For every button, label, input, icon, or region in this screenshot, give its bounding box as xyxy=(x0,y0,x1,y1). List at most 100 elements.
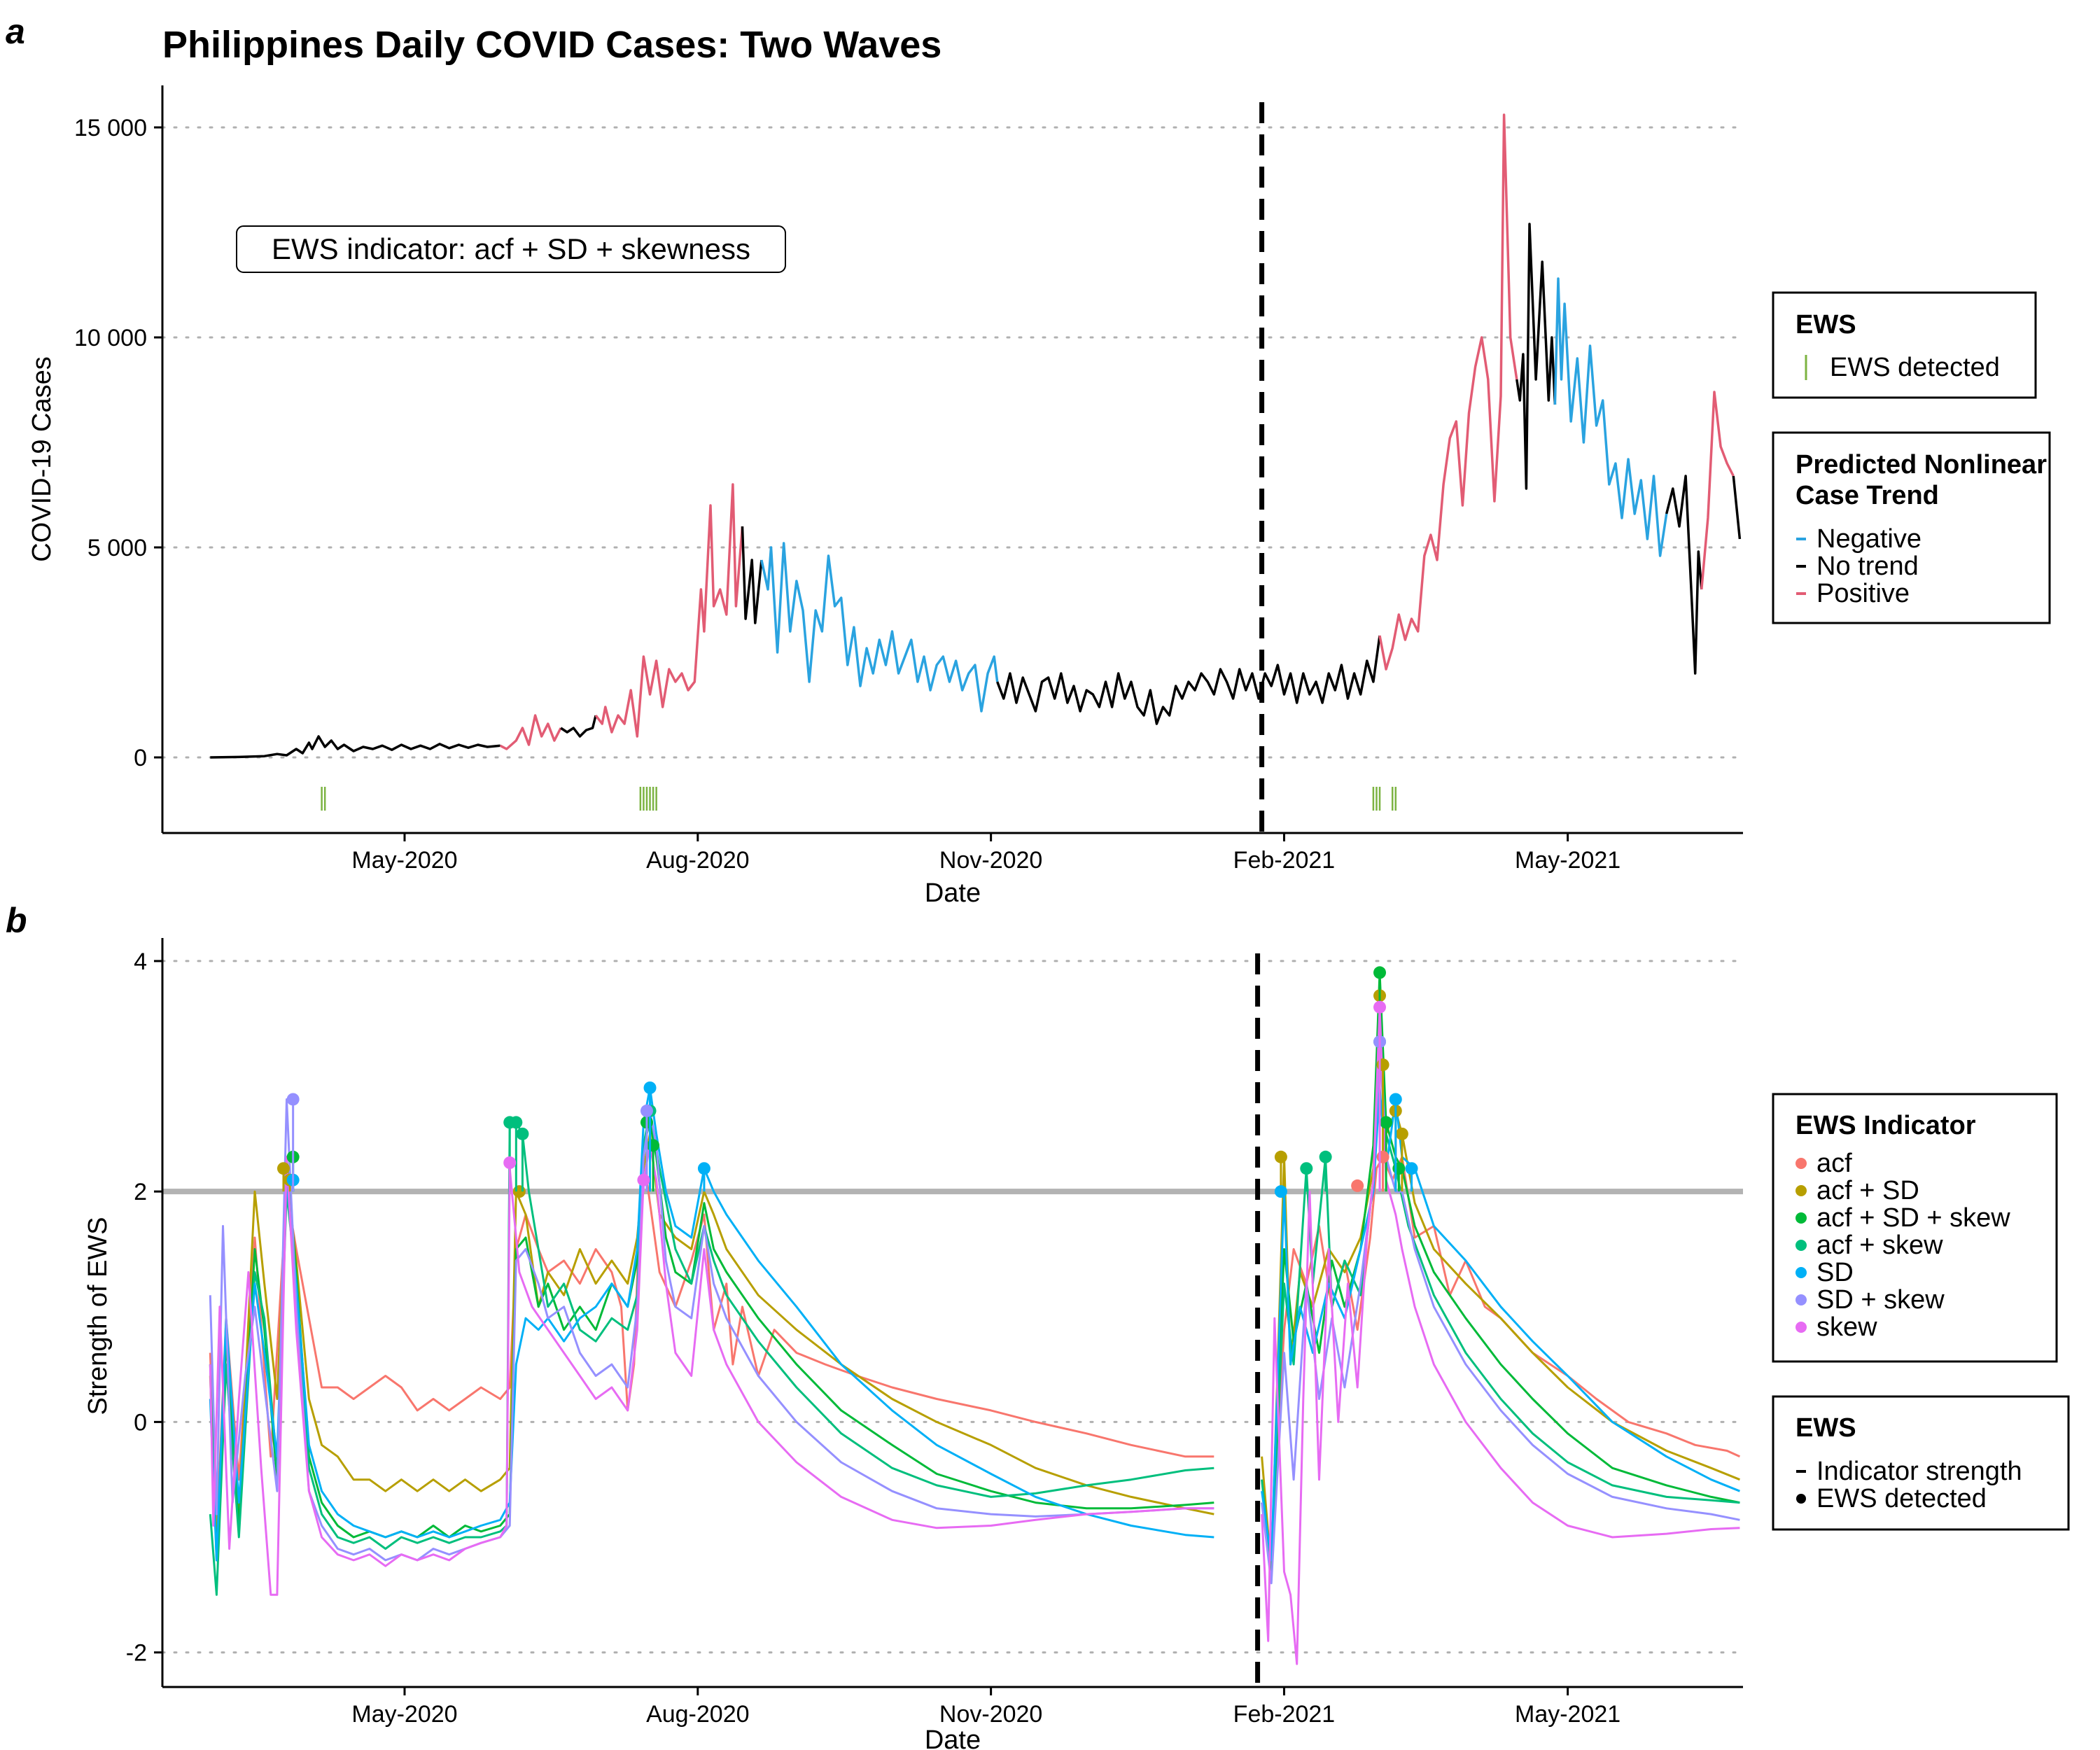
ews-detected-point xyxy=(1376,1058,1390,1072)
legend-indicator-key xyxy=(1795,1267,1807,1278)
panel-a-gridlines xyxy=(161,126,1744,759)
ews-detected-point xyxy=(1376,1150,1390,1163)
ews-detected-point xyxy=(1274,1150,1287,1163)
case-line-no-trend xyxy=(1732,475,1742,540)
legend-indicator-label: acf xyxy=(1816,1149,1852,1178)
ews-detected-point xyxy=(1373,1000,1387,1014)
series-line-acf-skew xyxy=(209,1110,1214,1596)
x-tick-label: Feb-2021 xyxy=(1233,1701,1336,1728)
panel-b-ews-points xyxy=(276,966,1418,1198)
panel-b-axes xyxy=(161,938,1743,1688)
panel-a-x-axis-title: Date xyxy=(925,878,981,908)
series-line-sd xyxy=(1261,1086,1740,1562)
y-tick-label: 0 xyxy=(134,1409,147,1436)
case-line-positive xyxy=(1378,113,1518,671)
panel-b-series-lines xyxy=(209,971,1741,1665)
case-line-no-trend xyxy=(210,735,500,759)
series-line-skew xyxy=(1261,1006,1740,1665)
legend-indicator-title: EWS Indicator xyxy=(1795,1111,1976,1140)
ews-detected-point xyxy=(647,1139,660,1152)
case-line-no-trend xyxy=(1516,223,1557,490)
case-line-positive xyxy=(594,483,744,738)
x-tick-label: Nov-2020 xyxy=(939,847,1042,874)
ews-detected-point xyxy=(1351,1179,1364,1192)
y-tick-label: 0 xyxy=(134,745,147,771)
legend-indicator-key xyxy=(1795,1158,1807,1169)
legend-trend-title-2: Case Trend xyxy=(1795,481,1939,510)
legend-ews-a: EWS EWS detected xyxy=(1772,291,2037,399)
legend-ews-b-title: EWS xyxy=(1795,1413,1856,1443)
ews-detected-point xyxy=(1373,966,1387,979)
panel-b-x-axis-title: Date xyxy=(925,1726,981,1750)
y-tick-label: 10 000 xyxy=(74,325,147,351)
case-line-negative xyxy=(1553,277,1668,557)
ews-detected-point xyxy=(516,1127,529,1140)
panel-a-case-lines xyxy=(210,113,1742,759)
series-line-acf xyxy=(1261,1156,1741,1562)
legend-trend-title-1: Predicted Nonlinear xyxy=(1795,450,2047,479)
y-tick-label: 5 000 xyxy=(88,535,147,561)
ews-detected-point xyxy=(286,1093,300,1106)
legend-positive-label: Positive xyxy=(1816,579,1910,608)
panel-a-axes xyxy=(161,85,1743,834)
x-tick-label: Nov-2020 xyxy=(939,1701,1042,1728)
legend-indicator-label: SD xyxy=(1816,1258,1854,1287)
case-line-no-trend xyxy=(741,526,763,624)
panel-b-y-axis-title: Strength of EWS xyxy=(83,1217,113,1415)
ews-detected-point xyxy=(1274,1185,1287,1198)
legend-strength-label: Indicator strength xyxy=(1816,1457,2022,1486)
x-tick-label: May-2020 xyxy=(351,1701,457,1728)
legend-indicator-label: acf + SD xyxy=(1816,1176,1919,1205)
x-tick-label: Aug-2020 xyxy=(646,847,749,874)
ews-detected-point xyxy=(1405,1162,1418,1175)
ews-detected-point xyxy=(276,1162,290,1175)
legend-indicator-key xyxy=(1795,1212,1807,1224)
series-line-acf xyxy=(209,1179,1214,1539)
ews-detected-point xyxy=(640,1104,653,1117)
panel-b-gridlines xyxy=(161,960,1744,1654)
legend-detected-label: EWS detected xyxy=(1816,1484,1987,1513)
legend-indicator-label: SD + skew xyxy=(1816,1285,1945,1315)
indicator-annotation: EWS indicator: acf + SD + skewness xyxy=(236,225,786,273)
x-tick-label: May-2021 xyxy=(1515,1701,1620,1728)
indicator-annotation-text: EWS indicator: acf + SD + skewness xyxy=(272,232,750,265)
legend-ews-a-item: EWS detected xyxy=(1830,353,2000,382)
case-line-positive xyxy=(1700,391,1735,590)
ews-detected-point xyxy=(637,1173,650,1186)
case-line-no-trend xyxy=(560,715,597,738)
panel-b-letter: b xyxy=(6,901,27,940)
case-line-no-trend xyxy=(996,635,1381,725)
ews-detected-point xyxy=(1392,1162,1406,1175)
ews-detected-point xyxy=(503,1156,517,1169)
y-tick-label: 4 xyxy=(134,948,147,975)
legend-indicator-label: acf + skew xyxy=(1816,1231,1943,1260)
panel-b-x-ticks: May-2020 Aug-2020 Nov-2020 Feb-2021 May-2021 xyxy=(351,1687,1620,1728)
series-line-acf-sd-skew xyxy=(1261,971,1740,1562)
ews-detected-point xyxy=(1389,1093,1402,1106)
ews-detected-point xyxy=(643,1082,657,1094)
y-tick-label: 2 xyxy=(134,1179,147,1205)
panel-a-x-ticks: May-2020 Aug-2020 Nov-2020 Feb-2021 May-2021 xyxy=(351,833,1620,874)
case-line-no-trend xyxy=(1665,475,1703,675)
legend-indicator-label: acf + SD + skew xyxy=(1816,1203,2010,1233)
legend-trend: Predicted Nonlinear Case Trend Negative … xyxy=(1772,431,2051,624)
ews-detected-point xyxy=(1380,1116,1393,1129)
series-line-sd-skew xyxy=(209,1098,1214,1562)
ews-detected-point xyxy=(512,1185,526,1198)
ews-detected-point xyxy=(1395,1127,1408,1140)
y-tick-label: -2 xyxy=(126,1640,147,1667)
legend-detected-key xyxy=(1796,1494,1806,1504)
series-line-skew xyxy=(209,1144,1214,1596)
legend-indicator-key xyxy=(1795,1185,1807,1196)
x-tick-label: May-2020 xyxy=(351,847,457,874)
legend-indicator-key xyxy=(1795,1294,1807,1306)
case-line-negative xyxy=(760,542,999,713)
legend-indicator-key xyxy=(1795,1240,1807,1251)
ews-detected-point xyxy=(1300,1162,1313,1175)
x-tick-label: May-2021 xyxy=(1515,847,1620,874)
legend-ews-b: EWS Indicator strength EWS detected xyxy=(1772,1395,2070,1531)
